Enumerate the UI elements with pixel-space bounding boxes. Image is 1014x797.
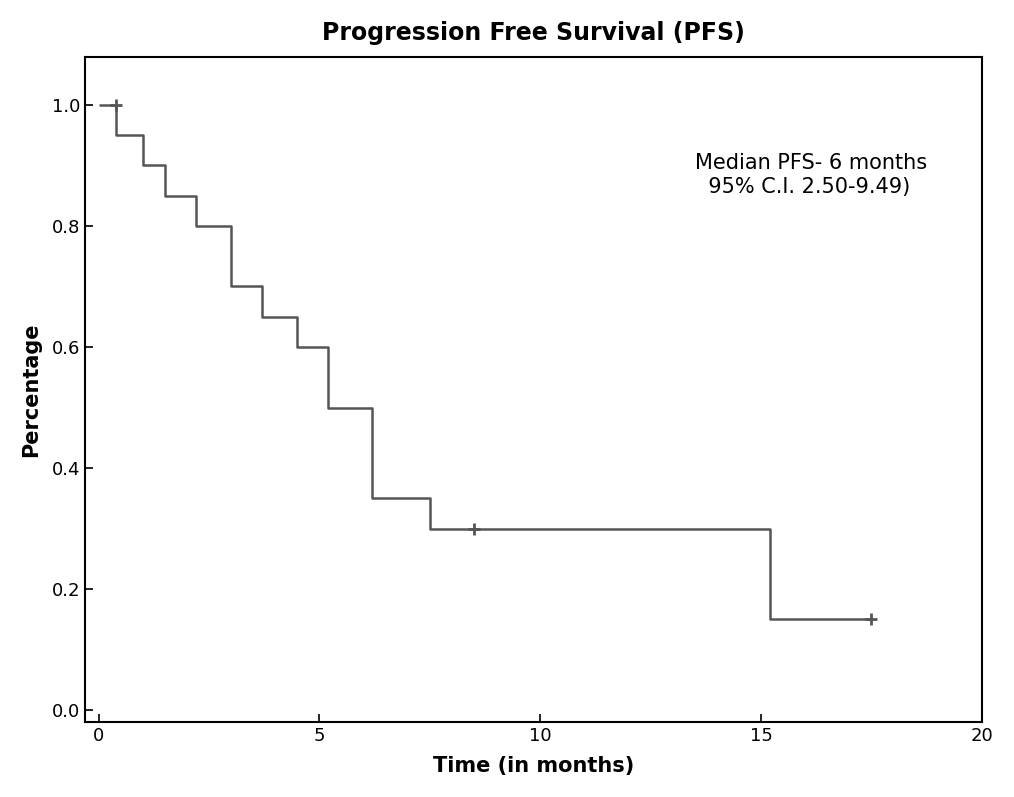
Text: Median PFS- 6 months
  95% C.I. 2.50-9.49): Median PFS- 6 months 95% C.I. 2.50-9.49) (695, 153, 927, 197)
X-axis label: Time (in months): Time (in months) (433, 756, 634, 776)
Title: Progression Free Survival (PFS): Progression Free Survival (PFS) (322, 21, 745, 45)
Y-axis label: Percentage: Percentage (21, 322, 41, 457)
